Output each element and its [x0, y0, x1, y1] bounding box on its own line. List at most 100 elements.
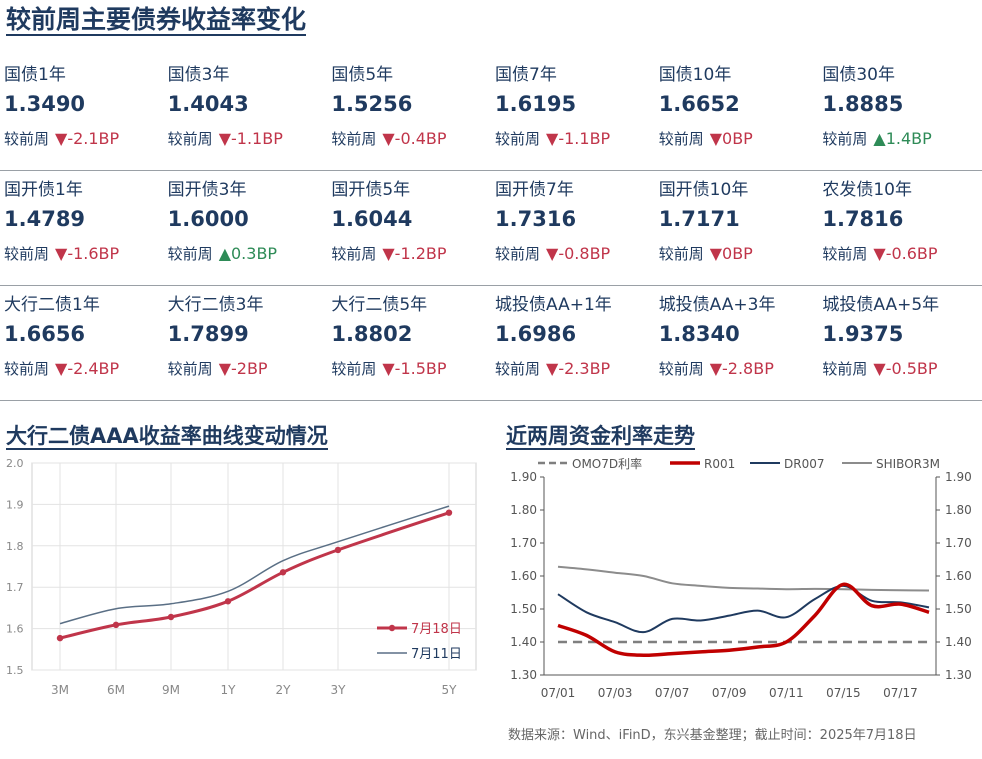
- x-tick-label: 07/09: [712, 686, 747, 700]
- series-line-shibor3m: [557, 565, 930, 592]
- down-arrow-icon: ▼: [218, 129, 231, 148]
- series-line-r001: [557, 582, 930, 657]
- bond-name: 国开债1年: [4, 180, 83, 200]
- bond-cell: 大行二债5年 1.8802 较前周 ▼-1.5BP: [327, 286, 491, 400]
- down-arrow-icon: ▼: [873, 359, 886, 378]
- bond-name: 大行二债5年: [331, 295, 428, 315]
- change-value: 0BP: [722, 129, 753, 148]
- bond-name: 国开债5年: [331, 180, 411, 200]
- down-arrow-icon: ▼: [709, 129, 723, 148]
- y-tick-label: 1.6: [6, 623, 24, 636]
- y-tick-label-right: 1.70: [945, 536, 972, 550]
- x-tick-label: 3M: [51, 683, 69, 697]
- change-label: 较前周: [495, 360, 541, 378]
- bond-name: 城投债AA+3年: [658, 295, 776, 315]
- x-tick-label: 07/01: [541, 686, 576, 700]
- change-value: 1.4BP: [885, 129, 932, 148]
- data-source-note: 数据来源：Wind、iFinD，东兴基金整理；截止时间：2025年7月18日: [508, 728, 917, 743]
- y-tick-label: 1.7: [6, 581, 24, 594]
- bond-yield-value: 1.6656: [4, 322, 86, 346]
- change-value: -2BP: [231, 359, 268, 378]
- bond-cell: 大行二债3年 1.7899 较前周 ▼-2BP: [164, 286, 328, 400]
- change-label: 较前周: [331, 360, 377, 378]
- left-chart-title: 大行二债AAA收益率曲线变动情况: [6, 424, 328, 451]
- x-tick-label: 3Y: [331, 683, 347, 697]
- y-tick-label-right: 1.60: [945, 569, 972, 583]
- down-arrow-icon: ▼: [218, 359, 231, 378]
- data-point-0718: [279, 569, 287, 576]
- bond-row: 大行二债1年 1.6656 较前周 ▼-2.4BP 大行二债3年 1.7899 较前周 ▼-2…: [0, 286, 982, 401]
- change-value: -0.6BP: [885, 244, 938, 263]
- bond-change: 较前周 ▼-0.8BP: [495, 243, 610, 264]
- legend-label-r001: R001: [704, 457, 735, 471]
- legend-label-omo7d: OMO7D利率: [572, 456, 642, 471]
- bond-name: 国债5年: [331, 65, 394, 85]
- legend-label-0718: 7月18日: [411, 622, 462, 637]
- y-tick-label-right: 1.30: [945, 668, 972, 682]
- down-arrow-icon: ▼: [546, 244, 559, 263]
- bond-yield-value: 1.8340: [658, 322, 740, 346]
- bond-name: 城投债AA+5年: [822, 295, 940, 315]
- up-arrow-icon: ▲: [218, 244, 231, 263]
- data-point-0718: [224, 598, 232, 605]
- change-value: -2.8BP: [722, 359, 774, 378]
- bond-yield-grid: 国债1年 1.3490 较前周 ▼-2.1BP 国债3年 1.4043 较前周 ▼-1.1BP…: [0, 56, 982, 401]
- change-label: 较前周: [495, 130, 541, 148]
- bond-cell: 国债3年 1.4043 较前周 ▼-1.1BP: [164, 56, 328, 170]
- bond-change: 较前周 ▼-2.8BP: [659, 358, 774, 379]
- change-label: 较前周: [331, 245, 377, 263]
- bond-change: 较前周 ▲0.3BP: [168, 243, 277, 264]
- legend-label-shibor3m: SHIBOR3M: [876, 457, 940, 471]
- right-chart-title: 近两周资金利率走势: [506, 424, 695, 451]
- yield-curve-chart: 2.0 1.9 1.8 1.7 1.6 1.5 3M 6M 9M 1Y 2Y 3Y 5Y 7月18日 7月1…: [6, 457, 477, 697]
- x-tick-label: 07/15: [826, 686, 861, 700]
- y-tick-label-left: 1.90: [510, 470, 537, 484]
- bond-change: 较前周 ▼-2BP: [168, 358, 268, 379]
- change-value: -2.3BP: [558, 359, 611, 378]
- y-tick-label-left: 1.30: [510, 668, 537, 682]
- legend-label-0711: 7月11日: [411, 647, 462, 662]
- bond-cell: 国债30年 1.8885 较前周 ▲1.4BP: [818, 56, 982, 170]
- x-tick-label: 07/17: [883, 686, 918, 700]
- change-label: 较前周: [658, 245, 704, 263]
- change-value: -1.5BP: [394, 359, 447, 378]
- bond-row: 国开债1年 1.4789 较前周 ▼-1.6BP 国开债3年 1.6000 较前周 ▲0.3B…: [0, 171, 982, 286]
- down-arrow-icon: ▼: [55, 244, 68, 263]
- bond-change: 较前周 ▼-2.4BP: [4, 358, 119, 379]
- bond-cell: 国开债10年 1.7171 较前周 ▼0BP: [655, 171, 819, 285]
- data-point-0718: [334, 546, 342, 554]
- bond-change: 较前周 ▼-0.4BP: [331, 128, 446, 149]
- bond-yield-value: 1.8885: [822, 92, 904, 116]
- bond-cell: 大行二债1年 1.6656 较前周 ▼-2.4BP: [0, 286, 164, 400]
- change-value: -1.1BP: [231, 129, 283, 148]
- bond-cell: 农发债10年 1.7816 较前周 ▼-0.6BP: [818, 171, 982, 285]
- down-arrow-icon: ▼: [709, 244, 723, 263]
- change-value: -1.6BP: [67, 244, 120, 263]
- x-tick-label: 07/03: [598, 686, 633, 700]
- bond-yield-value: 1.6652: [658, 92, 740, 116]
- x-tick-label: 5Y: [442, 683, 458, 697]
- bond-name: 国开债3年: [167, 180, 247, 200]
- down-arrow-icon: ▼: [55, 129, 68, 148]
- down-arrow-icon: ▼: [546, 359, 559, 378]
- bond-yield-value: 1.3490: [4, 92, 86, 116]
- change-value: -2.1BP: [67, 129, 120, 148]
- y-tick-label: 1.5: [6, 664, 24, 677]
- bond-change: 较前周 ▼-1.1BP: [495, 128, 610, 149]
- data-point-0718: [445, 509, 453, 516]
- change-label: 较前周: [4, 360, 50, 378]
- down-arrow-icon: ▼: [382, 129, 395, 148]
- change-value: -0.4BP: [394, 129, 447, 148]
- bond-cell: 城投债AA+5年 1.9375 较前周 ▼-0.5BP: [818, 286, 982, 400]
- bond-change: 较前周 ▼-1.2BP: [331, 243, 446, 264]
- bond-yield-value: 1.4789: [4, 207, 86, 231]
- y-tick-label: 1.9: [6, 498, 24, 511]
- bond-change: 较前周 ▼0BP: [659, 243, 753, 264]
- bond-change: 较前周 ▼-1.5BP: [331, 358, 446, 379]
- change-label: 较前周: [4, 245, 50, 263]
- y-tick-label-left: 1.70: [510, 536, 537, 550]
- bond-cell: 国债10年 1.6652 较前周 ▼0BP: [655, 56, 819, 170]
- series-line-dr007: [557, 584, 930, 634]
- bond-cell: 国开债1年 1.4789 较前周 ▼-1.6BP: [0, 171, 164, 285]
- bond-yield-value: 1.6000: [167, 207, 249, 231]
